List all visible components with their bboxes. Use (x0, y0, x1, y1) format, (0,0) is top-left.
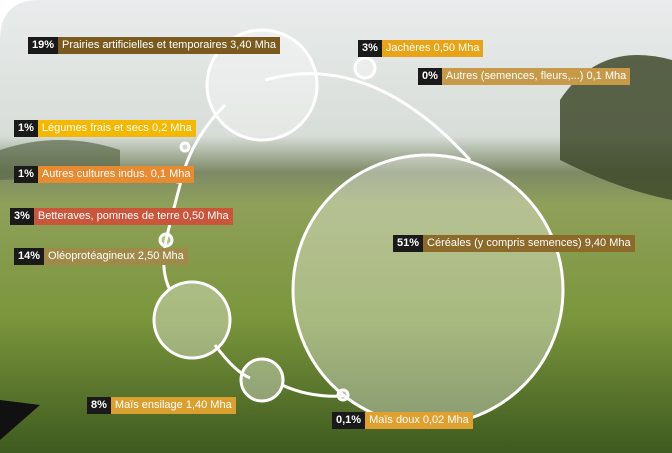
label-tag: 51% Céréales (y compris semences) 9,40 Mh… (393, 235, 635, 252)
share: 3% (10, 208, 34, 225)
label-tag: 0% Autres (semences, fleurs,...) 0,1 Mha (418, 68, 631, 85)
label-tag: 0,1% Maïs doux 0,02 Mha (332, 412, 473, 429)
bubbles (152, 28, 565, 427)
share: 14% (14, 248, 45, 265)
share: 51% (393, 235, 424, 252)
share: 8% (87, 397, 111, 414)
label-tag: 14% Oléoprotéagineux 2,50 Mha (14, 248, 188, 265)
share: 19% (28, 37, 59, 54)
share: 0,1% (332, 412, 366, 429)
label-tag: 1% Autres cultures indus. 0,1 Mha (14, 166, 195, 183)
share: 0% (418, 68, 442, 85)
label: Jachères 0,50 Mha (381, 40, 484, 57)
label: Oléoprotéagineux 2,50 Mha (44, 248, 188, 265)
trees (560, 55, 672, 200)
label-tag: 1% Légumes frais et secs 0,2 Mha (14, 120, 196, 137)
label: Maïs doux 0,02 Mha (365, 412, 473, 429)
label: Autres (semences, fleurs,...) 0,1 Mha (441, 68, 631, 85)
label: Maïs ensilage 1,40 Mha (110, 397, 236, 414)
label: Betteraves, pommes de terre 0,50 Mha (33, 208, 233, 225)
label: Prairies artificielles et temporaires 3,… (58, 37, 281, 54)
label: Céréales (y compris semences) 9,40 Mha (423, 235, 635, 252)
share: 3% (358, 40, 382, 57)
label-tag: 3% Jachères 0,50 Mha (358, 40, 484, 57)
label-tag: 19% Prairies artificielles et temporaires… (28, 37, 281, 54)
label-tag: 8% Maïs ensilage 1,40 Mha (87, 397, 236, 414)
share: 1% (14, 166, 38, 183)
arrow (0, 400, 40, 440)
label: Légumes frais et secs 0,2 Mha (37, 120, 196, 137)
label: Autres cultures indus. 0,1 Mha (37, 166, 195, 183)
label-tag: 3% Betteraves, pommes de terre 0,50 Mha (10, 208, 233, 225)
share: 1% (14, 120, 38, 137)
